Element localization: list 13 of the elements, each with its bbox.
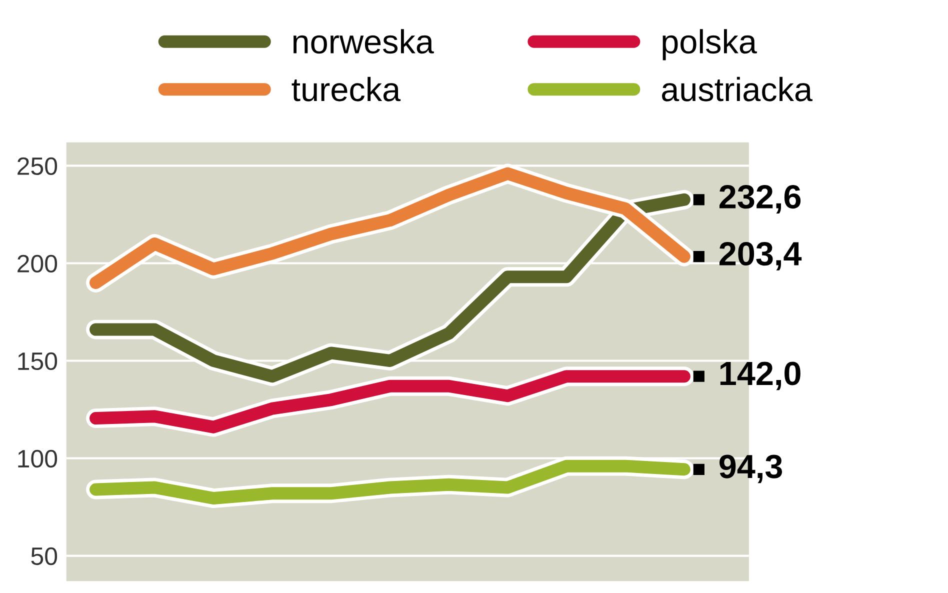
data-label: 203,4 xyxy=(720,242,802,270)
y-tick-label: 100 xyxy=(18,450,58,468)
y-tick-label: 150 xyxy=(18,352,58,370)
legend-label: austriacka xyxy=(662,76,813,102)
y-tick-label: 250 xyxy=(18,157,58,176)
y-tick-label: 50 xyxy=(31,547,58,566)
legend-label: turecka xyxy=(292,76,401,102)
y-tick-label: 200 xyxy=(18,254,58,273)
data-label: 142,0 xyxy=(720,362,800,390)
legend-label: norweska xyxy=(293,29,434,54)
data-label: 232,6 xyxy=(720,185,801,214)
legend-label: polska xyxy=(662,29,757,60)
data-label: 94,3 xyxy=(720,454,782,484)
